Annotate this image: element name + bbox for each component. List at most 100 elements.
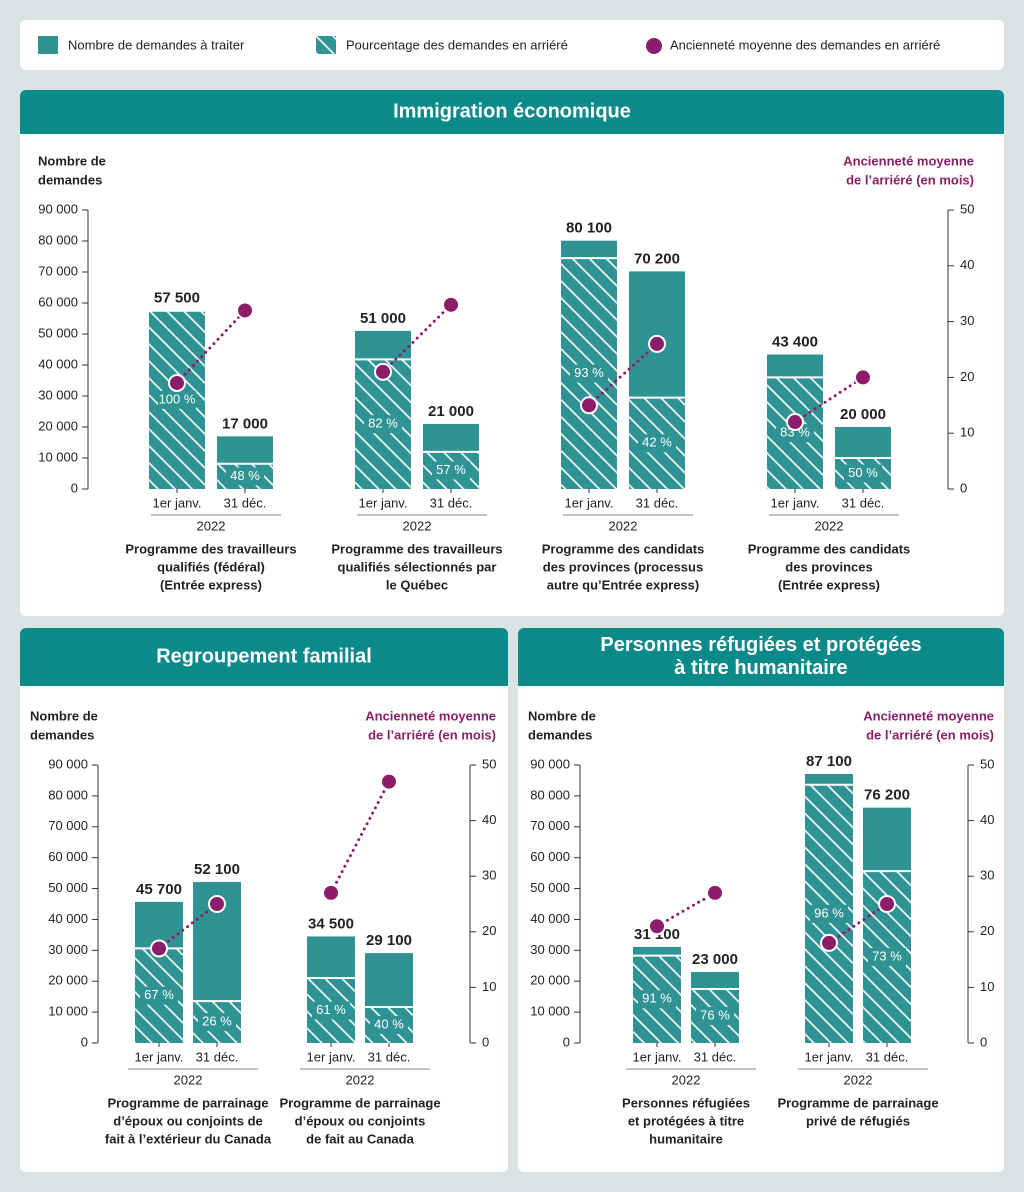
x-tick-label: 1er janv. — [359, 495, 408, 510]
pct-label-bg — [198, 1013, 236, 1032]
age-connector — [827, 902, 889, 945]
bar-value-label: 17 000 — [222, 415, 268, 432]
pct-label-bg — [312, 1001, 350, 1020]
y-tick-label: 20 000 — [38, 418, 78, 433]
y-tick-label: 70 000 — [48, 818, 88, 833]
group-year: 2022 — [609, 518, 638, 533]
age-connector — [157, 902, 219, 950]
group-name: Programme de parrainage — [777, 1095, 938, 1110]
y-tick-label: 0 — [71, 480, 78, 495]
pct-label-bg — [868, 948, 906, 967]
group-year: 2022 — [197, 518, 226, 533]
y2-tick-label: 10 — [960, 425, 974, 440]
bar-value-label: 45 700 — [136, 881, 182, 898]
panel-header — [518, 628, 1004, 686]
panel-header — [518, 678, 1004, 686]
group-name: et protégées à titre — [628, 1113, 744, 1128]
y2-tick-label: 50 — [960, 201, 974, 216]
y-tick-label: 40 000 — [38, 356, 78, 371]
age-dot — [322, 883, 340, 902]
y2-axis-label: de l’arriéré (en mois) — [866, 727, 994, 742]
y-axis-label: demandes — [30, 727, 94, 742]
bar-value-label: 87 100 — [806, 753, 852, 770]
group-name: Programme de parrainage — [279, 1095, 440, 1110]
y2-axis-label: de l’arriéré (en mois) — [368, 727, 496, 742]
age-connector — [793, 375, 865, 424]
legend-box — [20, 20, 1004, 70]
pct-label-bg — [638, 990, 676, 1009]
y-tick-label: 20 000 — [48, 973, 88, 988]
y2-tick-label: 20 — [960, 369, 974, 384]
group-name: des provinces (processus — [543, 559, 703, 574]
x-tick-label: 1er janv. — [805, 1049, 854, 1064]
age-dot — [648, 334, 666, 353]
age-dot — [580, 396, 598, 415]
y2-tick-label: 20 — [980, 923, 994, 938]
y-tick-label: 10 000 — [48, 1004, 88, 1019]
pct-label: 61 % — [316, 1002, 346, 1017]
age-dot — [208, 895, 226, 913]
y-tick-label: 80 000 — [48, 787, 88, 802]
group-name: Personnes réfugiées — [622, 1095, 750, 1110]
y-tick-label: 60 000 — [48, 849, 88, 864]
pct-label-bg — [810, 904, 848, 923]
pct-label: 93 % — [574, 365, 604, 380]
bar-value-label: 29 100 — [366, 932, 412, 949]
pct-label: 73 % — [872, 949, 902, 964]
pct-label: 83 % — [780, 425, 810, 440]
panel-title: Personnes réfugiées et protégées — [600, 634, 921, 656]
group-year: 2022 — [672, 1072, 701, 1087]
y2-axis-label: Ancienneté moyenne — [365, 708, 496, 723]
y-tick-label: 40 000 — [530, 911, 570, 926]
x-tick-label: 31 déc. — [694, 1049, 737, 1064]
panel-header — [20, 628, 508, 686]
pct-label-bg — [364, 415, 402, 434]
group-name: humanitaire — [649, 1131, 723, 1146]
panel-header — [20, 126, 1004, 134]
y2-tick-label: 30 — [960, 313, 974, 328]
group-name: des provinces — [785, 559, 872, 574]
y2-tick-label: 40 — [960, 257, 974, 272]
bar-value-label: 57 500 — [154, 290, 200, 307]
pct-label: 50 % — [848, 465, 878, 480]
y2-tick-label: 40 — [482, 812, 496, 827]
age-dot — [374, 362, 392, 381]
legend-label: Nombre de demandes à traiter — [68, 37, 245, 52]
pct-label-bg — [432, 461, 470, 480]
y-tick-label: 10 000 — [530, 1004, 570, 1019]
y2-tick-label: 10 — [980, 979, 994, 994]
y-axis-label: Nombre de — [38, 153, 106, 168]
y-axis-label: Nombre de — [30, 708, 98, 723]
panel-header — [20, 678, 508, 686]
y-tick-label: 30 000 — [48, 942, 88, 957]
y-tick-label: 90 000 — [48, 756, 88, 771]
legend-label: Pourcentage des demandes en arriéré — [346, 37, 568, 52]
group-year: 2022 — [815, 518, 844, 533]
age-dot — [820, 933, 838, 952]
y-tick-label: 20 000 — [530, 973, 570, 988]
group-name: privé de réfugiés — [806, 1113, 910, 1128]
age-dot — [380, 772, 398, 791]
y-tick-label: 50 000 — [48, 880, 88, 895]
panel-title: Immigration économique — [393, 100, 631, 122]
group-name: (Entrée express) — [160, 577, 262, 592]
x-tick-label: 1er janv. — [307, 1049, 356, 1064]
x-tick-label: 31 déc. — [866, 1049, 909, 1064]
pct-label-bg — [158, 390, 196, 409]
y-tick-label: 60 000 — [530, 849, 570, 864]
group-name: de fait au Canada — [306, 1131, 414, 1146]
y-tick-label: 40 000 — [48, 911, 88, 926]
pct-label: 57 % — [436, 462, 466, 477]
y-tick-label: 0 — [563, 1034, 570, 1049]
x-tick-label: 31 déc. — [430, 495, 473, 510]
y2-tick-label: 40 — [980, 812, 994, 827]
x-tick-label: 31 déc. — [368, 1049, 411, 1064]
pct-label-bg — [638, 434, 676, 453]
pct-label-bg — [370, 1016, 408, 1035]
age-dot — [854, 368, 872, 387]
pct-label-bg — [696, 1007, 734, 1026]
y-tick-label: 0 — [81, 1034, 88, 1049]
panel-header — [20, 90, 1004, 134]
bar-value-label: 70 200 — [634, 250, 680, 267]
